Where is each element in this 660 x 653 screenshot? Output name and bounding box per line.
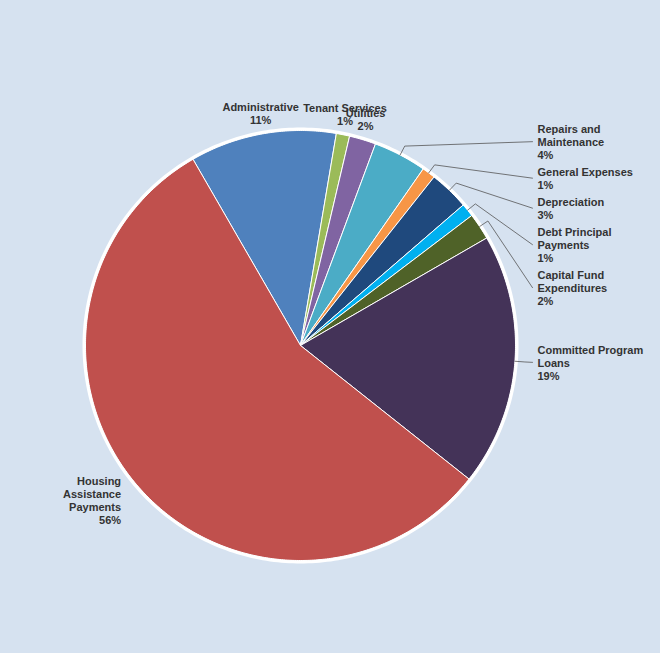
svg-text:Utilities2%: Utilities2% <box>346 107 386 132</box>
svg-text:HousingAssistancePayments56%: HousingAssistancePayments56% <box>63 475 121 526</box>
svg-text:Debt PrincipalPayments1%: Debt PrincipalPayments1% <box>538 226 612 264</box>
svg-text:General Expenses1%: General Expenses1% <box>538 166 633 191</box>
svg-text:Capital FundExpenditures2%: Capital FundExpenditures2% <box>538 269 608 307</box>
svg-text:Tenant Services1%: Tenant Services1% <box>303 102 387 127</box>
svg-text:Administrative11%: Administrative11% <box>222 101 298 126</box>
svg-text:Depreciation3%: Depreciation3% <box>538 196 605 221</box>
svg-text:Repairs andMaintenance4%: Repairs andMaintenance4% <box>538 123 605 161</box>
svg-text:Committed ProgramLoans19%: Committed ProgramLoans19% <box>538 344 644 382</box>
